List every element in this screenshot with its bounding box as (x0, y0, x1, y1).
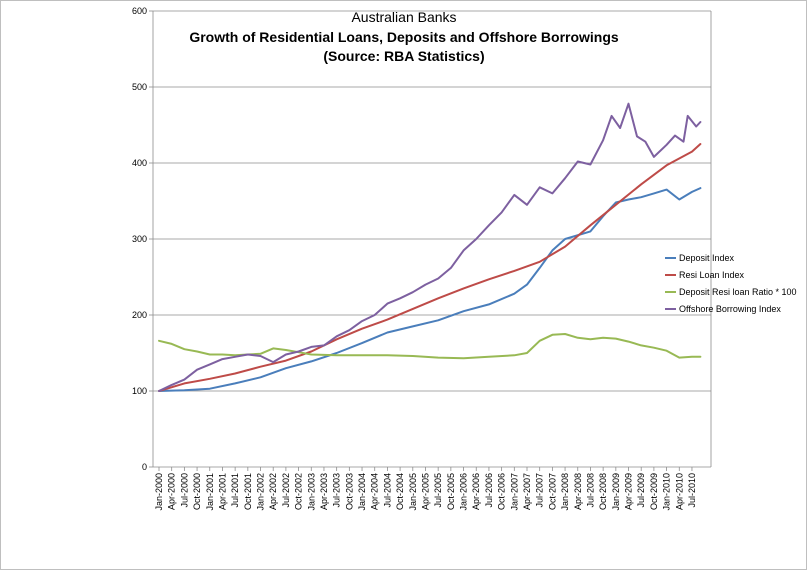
x-tick-label: Oct-2000 (192, 473, 202, 510)
x-tick-label: Jan-2005 (408, 473, 418, 511)
x-tick-label: Apr-2005 (420, 473, 430, 510)
x-tick-label: Oct-2004 (395, 473, 405, 510)
series-line-1 (158, 187, 702, 392)
x-tick-label: Apr-2007 (522, 473, 532, 510)
legend-label: Resi Loan Index (679, 270, 745, 280)
y-tick-label: 300 (132, 234, 147, 244)
x-tick-label: Jan-2010 (662, 473, 672, 511)
y-tick-label: 600 (132, 6, 147, 16)
x-tick-label: Apr-2002 (268, 473, 278, 510)
x-tick-label: Jan-2006 (459, 473, 469, 511)
x-tick-label: Oct-2003 (344, 473, 354, 510)
gridlines (153, 10, 712, 467)
x-tick-label: Jul-2000 (179, 473, 189, 508)
chart-title-line-1: Australian Banks (351, 9, 456, 25)
x-tick-label: Jul-2004 (382, 473, 392, 508)
y-tick-label: 500 (132, 82, 147, 92)
x-tick-label: Oct-2009 (649, 473, 659, 510)
x-tick-label: Apr-2009 (624, 473, 634, 510)
x-tick-label: Oct-2005 (446, 473, 456, 510)
x-tick-label: Apr-2000 (167, 473, 177, 510)
legend-label: Deposit Index (679, 253, 735, 263)
x-tick-label: Jan-2004 (357, 473, 367, 511)
series-line-3 (158, 333, 702, 360)
x-tick-label: Oct-2008 (598, 473, 608, 510)
x-tick-label: Oct-2006 (497, 473, 507, 510)
chart-title-line-3: (Source: RBA Statistics) (323, 48, 484, 64)
x-tick-label: Oct-2007 (547, 473, 557, 510)
x-tick-label: Jul-2009 (636, 473, 646, 508)
series-line-2 (158, 143, 702, 392)
x-tick-label: Jan-2001 (205, 473, 215, 511)
x-tick-label: Apr-2006 (471, 473, 481, 510)
x-tick-label: Jan-2000 (154, 473, 164, 511)
y-tick-label: 100 (132, 386, 147, 396)
x-tick-label: Jul-2007 (535, 473, 545, 508)
legend-label: Deposit Resi loan Ratio * 100 (679, 287, 797, 297)
series-lines (158, 102, 702, 392)
legend: Deposit Index Resi Loan Index Deposit Resi… (665, 253, 797, 314)
series-line-4 (158, 102, 702, 392)
x-tick-label: Jul-2008 (585, 473, 595, 508)
x-tick-label: Jul-2001 (230, 473, 240, 508)
x-tick-label: Jul-2010 (687, 473, 697, 508)
x-tick-label: Oct-2002 (294, 473, 304, 510)
x-tick-label: Oct-2001 (243, 473, 253, 510)
chart-title: Australian Banks Growth of Residential L… (189, 9, 619, 64)
x-tick-label: Apr-2010 (674, 473, 684, 510)
x-tick-label: Jan-2007 (509, 473, 519, 511)
x-tick-label: Jan-2008 (560, 473, 570, 511)
legend-label: Offshore Borrowing Index (679, 304, 781, 314)
x-tick-label: Jan-2009 (611, 473, 621, 511)
y-tick-label: 400 (132, 158, 147, 168)
chart-title-line-2: Growth of Residential Loans, Deposits an… (189, 29, 619, 45)
x-tick-label: Jul-2002 (281, 473, 291, 508)
x-tick-label: Jan-2003 (306, 473, 316, 511)
x-tick-label: Jul-2003 (332, 473, 342, 508)
x-tick-label: Jan-2002 (256, 473, 266, 511)
x-tick-label: Apr-2003 (319, 473, 329, 510)
x-tick-label: Apr-2001 (217, 473, 227, 510)
y-tick-label: 200 (132, 310, 147, 320)
x-tick-label: Apr-2008 (573, 473, 583, 510)
x-tick-label: Jul-2006 (484, 473, 494, 508)
x-tick-label: Apr-2004 (370, 473, 380, 510)
y-tick-label: 0 (142, 462, 147, 472)
x-tick-label: Jul-2005 (433, 473, 443, 508)
